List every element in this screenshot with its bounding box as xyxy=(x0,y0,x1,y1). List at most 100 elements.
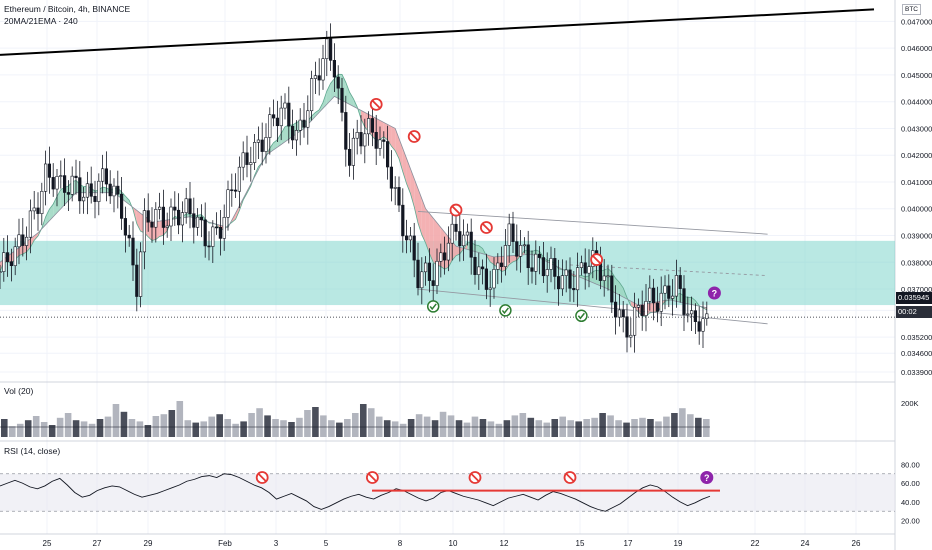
volume-bar xyxy=(607,415,614,437)
volume-bar xyxy=(8,426,16,437)
volume-bar xyxy=(359,404,367,437)
candle-body xyxy=(93,196,97,202)
candle-body xyxy=(705,313,709,319)
volume-bar xyxy=(487,421,495,437)
date-tick-label: 22 xyxy=(751,539,760,548)
candle-body xyxy=(43,163,48,192)
candle-body xyxy=(408,235,413,241)
candle-body xyxy=(480,266,485,270)
candle-body xyxy=(40,190,44,214)
ma-cloud-segment xyxy=(456,246,460,256)
ma-cloud-segment xyxy=(452,241,456,261)
ma-cloud-segment xyxy=(649,302,654,313)
ma-cloud-segment xyxy=(235,205,240,220)
candle-body xyxy=(302,119,306,128)
volume-tick-label: 200K xyxy=(901,399,919,408)
trendline-top xyxy=(0,8,875,56)
candle-body xyxy=(560,275,564,290)
candle-body xyxy=(465,231,470,236)
candle-body xyxy=(613,301,618,318)
date-tick-label: 5 xyxy=(324,539,329,548)
volume-bar xyxy=(399,423,407,437)
candle-body xyxy=(701,318,705,332)
candle-body xyxy=(644,300,648,316)
volume-bar xyxy=(184,420,192,437)
no-sign-icon xyxy=(592,255,601,264)
candle-body xyxy=(207,245,211,248)
rsi-band xyxy=(0,473,895,512)
volume-bar xyxy=(463,422,471,437)
volume-axis: 200K xyxy=(901,399,919,408)
candle-body xyxy=(226,189,230,218)
volume-bar xyxy=(543,422,551,437)
candle-body xyxy=(70,175,74,195)
candle-body xyxy=(85,183,89,198)
volume-bar xyxy=(439,411,447,437)
ma-cloud-segment xyxy=(687,297,692,305)
price-markers: ? xyxy=(369,97,721,323)
price-tick-label: 0.043000 xyxy=(901,124,932,133)
price-axis[interactable]: 0.047000 0.046000 0.045000 0.044000 0.043000… xyxy=(901,17,932,377)
candle-body xyxy=(385,141,390,168)
candle-body xyxy=(583,262,587,274)
candle-body xyxy=(253,142,257,163)
price-tick-label: 0.046000 xyxy=(901,44,932,53)
volume-bar xyxy=(56,417,64,437)
candle-body xyxy=(355,132,359,139)
candle-body xyxy=(2,252,6,272)
ma-cloud-segment xyxy=(349,92,354,107)
candle-body xyxy=(401,204,405,237)
channel-lower-line xyxy=(417,288,768,325)
volume-bar xyxy=(168,410,176,437)
candle-body xyxy=(211,226,215,247)
date-tick-label: 29 xyxy=(144,539,153,548)
ma-cloud-segment xyxy=(604,268,608,290)
date-axis[interactable]: 25 27 29 Feb 3 5 8 10 12 15 17 19 22 24 26 xyxy=(43,539,861,548)
rsi-axis[interactable]: 80.00 60.00 40.00 20.00 xyxy=(901,460,920,525)
volume-bar xyxy=(535,420,543,437)
ma-cloud-segment xyxy=(330,78,335,101)
candle-body xyxy=(344,112,348,150)
channel-upper-line xyxy=(417,210,768,235)
no-sign-icon xyxy=(372,100,381,109)
candle-body xyxy=(17,234,21,248)
volume-bar xyxy=(80,421,88,437)
volume-bar xyxy=(695,417,702,437)
candle-body xyxy=(678,275,682,289)
candle-body xyxy=(579,262,583,268)
check-circle-icon xyxy=(577,312,585,320)
candle-body xyxy=(499,262,504,267)
candle-body xyxy=(158,206,162,210)
candle-body xyxy=(336,76,340,89)
candle-body xyxy=(442,252,447,261)
candle-body xyxy=(610,275,614,303)
rsi-tick-label: 60.00 xyxy=(901,479,920,488)
candle-body xyxy=(420,271,424,289)
ma-cloud-segment xyxy=(513,255,517,262)
volume-bar xyxy=(72,420,80,437)
price-tick-label: 0.042000 xyxy=(901,151,932,160)
rsi-line xyxy=(0,473,711,512)
volume-bar xyxy=(88,423,96,437)
candle-body xyxy=(59,175,63,177)
date-tick-label: 15 xyxy=(576,539,585,548)
candle-body xyxy=(230,189,234,192)
candle-body xyxy=(670,295,675,299)
currency-label[interactable]: BTC xyxy=(902,4,921,15)
candle-body xyxy=(629,334,633,338)
candle-body xyxy=(446,242,451,261)
price-tick-label: 0.038000 xyxy=(901,258,932,267)
volume-bar xyxy=(40,422,48,437)
candle-body xyxy=(370,118,375,133)
ma-cloud-segment xyxy=(391,126,396,151)
candle-body xyxy=(568,269,572,289)
candle-body xyxy=(275,117,280,127)
candle-body xyxy=(374,132,378,149)
ma-cloud-segment xyxy=(277,133,282,148)
candle-body xyxy=(663,285,667,294)
volume-bar xyxy=(431,420,439,437)
ma-cloud-segment xyxy=(433,218,437,266)
volume-bar xyxy=(328,420,335,437)
ma-cloud-segment xyxy=(383,122,388,140)
